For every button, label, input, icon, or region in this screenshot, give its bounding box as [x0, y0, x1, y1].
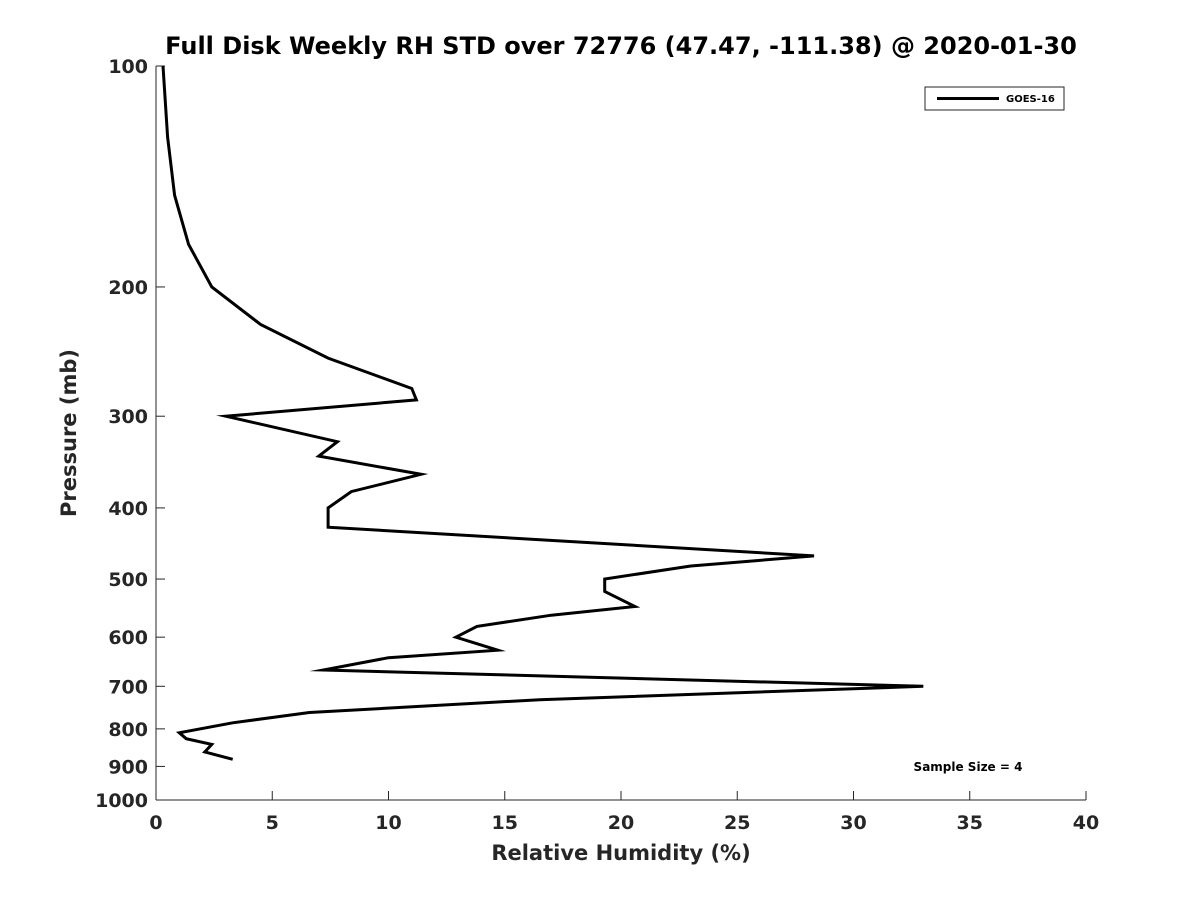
legend: GOES-16 [924, 86, 1065, 111]
y-tick-label: 700 [108, 676, 148, 698]
y-tick-label: 100 [108, 56, 148, 78]
x-tick-label: 40 [1073, 812, 1099, 834]
legend-label-goes16: GOES-16 [1006, 94, 1055, 105]
x-axis-label: Relative Humidity (%) [491, 841, 750, 865]
x-ticks: 0 5 10 15 20 25 30 35 40 [149, 791, 1099, 834]
y-tick-label: 800 [108, 719, 148, 741]
y-tick-label: 500 [108, 569, 148, 591]
y-tick-label: 600 [108, 627, 148, 649]
y-tick-label: 1000 [95, 790, 148, 812]
x-tick-label: 30 [840, 812, 866, 834]
x-tick-label: 35 [957, 812, 983, 834]
plot-area: 0 5 10 15 20 25 30 35 40 100 200 300 400 500 600 700 80… [95, 56, 1099, 834]
sample-size-annotation: Sample Size = 4 [914, 760, 1023, 774]
x-tick-label: 10 [375, 812, 401, 834]
y-ticks: 100 200 300 400 500 600 700 800 900 1000 [95, 56, 165, 812]
x-tick-label: 25 [724, 812, 750, 834]
y-tick-label: 900 [108, 756, 148, 778]
x-tick-label: 5 [266, 812, 279, 834]
x-tick-label: 15 [492, 812, 518, 834]
y-tick-label: 400 [108, 498, 148, 520]
series-group [161, 65, 924, 761]
x-tick-label: 0 [149, 812, 162, 834]
chart-title: Full Disk Weekly RH STD over 72776 (47.4… [165, 32, 1077, 60]
y-tick-label: 200 [108, 277, 148, 299]
y-tick-label: 300 [108, 406, 148, 428]
series-line-goes-16 [161, 65, 924, 761]
y-axis-label: Pressure (mb) [57, 349, 81, 517]
x-tick-label: 20 [608, 812, 634, 834]
